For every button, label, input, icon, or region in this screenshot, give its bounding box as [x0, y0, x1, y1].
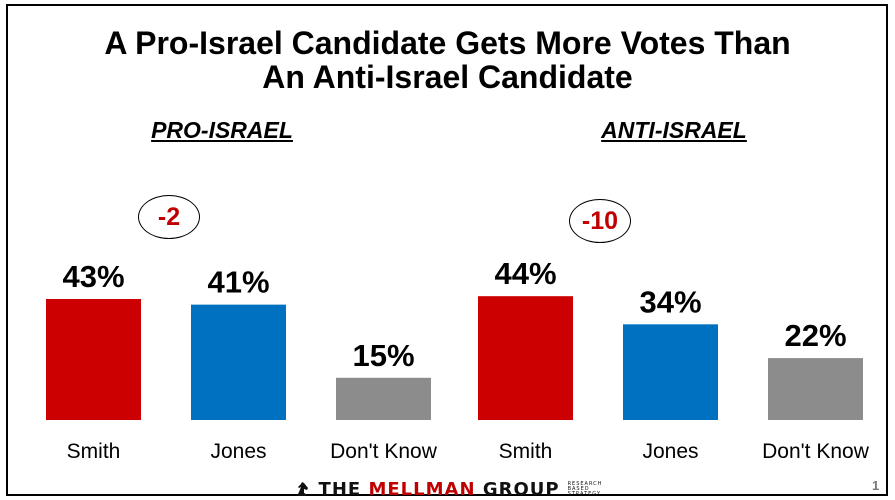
- chart-title: A Pro-Israel Candidate Gets More Votes T…: [0, 26, 895, 94]
- mellman-group-logo: THE MELLMAN GROUP RESEARCH BASED STRATEG…: [0, 478, 895, 500]
- group-label-pro-israel: PRO-ISRAEL: [151, 117, 293, 143]
- chess-knight-icon: [297, 482, 308, 496]
- logo-word-the: THE: [318, 478, 362, 500]
- bar-pro-israel-don-t-know: [336, 377, 431, 420]
- slide-frame: [6, 4, 888, 496]
- difference-badge-anti-israel: -10: [569, 199, 631, 243]
- chart-title-line-2: An Anti-Israel Candidate: [262, 59, 633, 95]
- category-label-pro-israel-jones: Jones: [210, 440, 266, 463]
- bar-anti-israel-smith: [478, 296, 573, 420]
- logo-tagline: RESEARCH BASED STRATEGY: [567, 480, 603, 497]
- value-label-anti-israel-smith: 44%: [494, 256, 556, 291]
- logo-word-mellman: MELLMAN: [368, 478, 476, 500]
- value-label-anti-israel-jones: 34%: [639, 284, 701, 319]
- bar-pro-israel-smith: [46, 299, 141, 420]
- value-label-pro-israel-jones: 41%: [207, 265, 269, 300]
- category-label-anti-israel-don-t-know: Don't Know: [762, 440, 870, 463]
- bar-anti-israel-jones: [623, 324, 718, 420]
- bar-pro-israel-jones: [191, 304, 286, 420]
- page-number: 1: [872, 478, 880, 493]
- group-label-anti-israel: ANTI-ISRAEL: [601, 117, 747, 143]
- logo-word-group: GROUP: [482, 478, 560, 500]
- value-label-anti-israel-don-t-know: 22%: [784, 318, 846, 353]
- category-label-pro-israel-smith: Smith: [67, 440, 121, 463]
- category-label-anti-israel-smith: Smith: [499, 440, 553, 463]
- chart-title-line-1: A Pro-Israel Candidate Gets More Votes T…: [104, 25, 791, 61]
- bar-anti-israel-don-t-know: [768, 358, 863, 420]
- value-label-pro-israel-don-t-know: 15%: [352, 338, 414, 373]
- category-label-anti-israel-jones: Jones: [642, 440, 698, 463]
- difference-badge-pro-israel: -2: [138, 195, 200, 239]
- value-label-pro-israel-smith: 43%: [62, 259, 124, 294]
- category-label-pro-israel-don-t-know: Don't Know: [330, 440, 438, 463]
